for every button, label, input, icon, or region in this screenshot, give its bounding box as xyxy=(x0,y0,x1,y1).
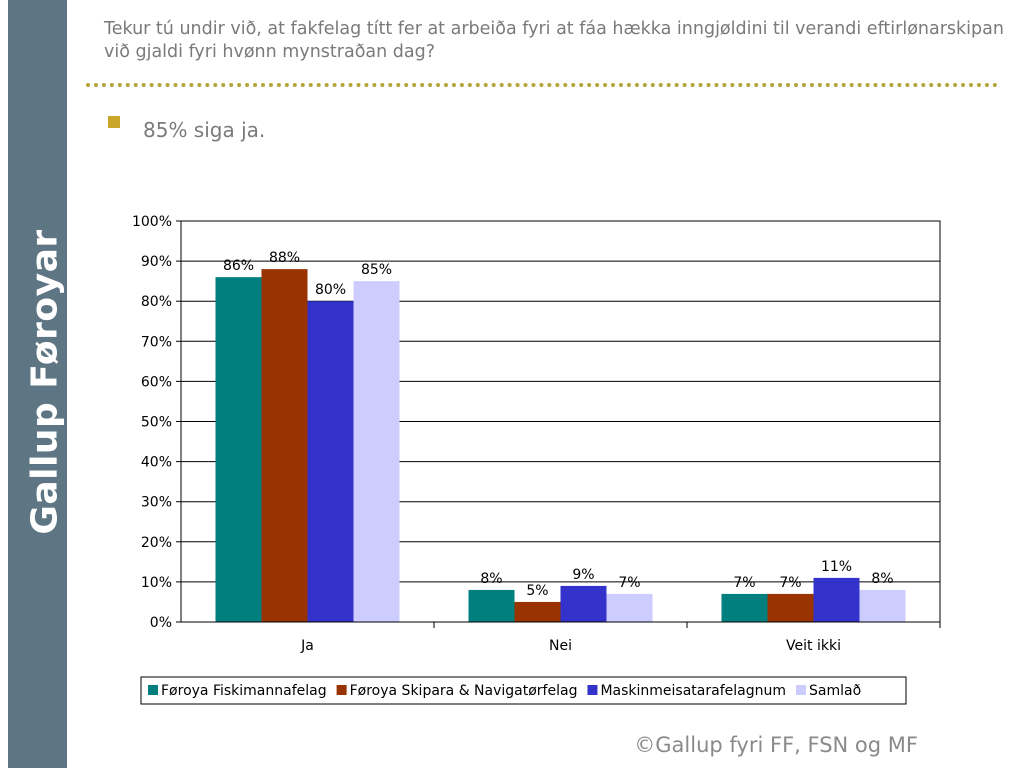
legend-label: Samlað xyxy=(809,683,861,699)
bar xyxy=(859,589,906,622)
y-tick-label: 70% xyxy=(141,334,172,350)
data-label: 8% xyxy=(480,571,502,587)
data-label: 5% xyxy=(526,583,548,599)
dotted-divider xyxy=(86,83,998,87)
bar xyxy=(606,593,653,622)
data-label: 7% xyxy=(733,575,755,591)
bar xyxy=(468,589,515,622)
bar xyxy=(767,593,814,622)
y-tick-label: 90% xyxy=(141,254,172,270)
data-label: 86% xyxy=(223,258,254,274)
legend-swatch xyxy=(336,685,347,695)
legend-swatch xyxy=(587,685,598,695)
question-title: Tekur tú undir við, at fakfelag títt fer… xyxy=(104,19,1004,62)
data-label: 80% xyxy=(315,282,346,298)
data-label: 7% xyxy=(779,575,801,591)
y-tick-label: 40% xyxy=(141,455,172,471)
x-tick-label: Nei xyxy=(549,638,572,654)
x-tick-label: Ja xyxy=(300,638,314,654)
y-tick-label: 50% xyxy=(141,415,172,431)
y-tick-label: 80% xyxy=(141,294,172,310)
y-tick-label: 20% xyxy=(141,535,172,551)
legend-label: Føroya Skipara & Navigatørfelag xyxy=(350,683,578,699)
bullet-text: 85% siga ja. xyxy=(143,118,266,142)
data-label: 8% xyxy=(871,571,893,587)
y-tick-label: 100% xyxy=(132,214,172,230)
bar xyxy=(514,601,561,622)
bar xyxy=(353,281,400,622)
data-label: 9% xyxy=(572,567,594,583)
legend-label: Føroya Fiskimannafelag xyxy=(161,683,327,699)
data-label: 11% xyxy=(821,559,852,575)
bar xyxy=(261,269,308,622)
bar xyxy=(721,593,768,622)
data-label: 7% xyxy=(618,575,640,591)
bar xyxy=(215,277,262,622)
bar xyxy=(813,577,860,622)
bar xyxy=(560,585,607,622)
data-label: 88% xyxy=(269,250,300,266)
y-tick-label: 30% xyxy=(141,495,172,511)
data-label: 85% xyxy=(361,262,392,278)
bar xyxy=(307,301,354,622)
legend-swatch xyxy=(148,685,158,695)
legend-label: Maskinmeisatarafelagnum xyxy=(600,683,786,699)
legend-swatch xyxy=(796,685,806,695)
bullet-square-icon xyxy=(108,116,120,128)
sidebar-band: Gallup Føroyar xyxy=(8,0,67,768)
footer-credit: ©Gallup fyri FF, FSN og MF xyxy=(634,733,918,757)
y-tick-label: 0% xyxy=(150,615,172,631)
y-tick-label: 60% xyxy=(141,374,172,390)
x-tick-label: Veit ikki xyxy=(786,638,841,654)
legend-box xyxy=(140,676,907,705)
y-tick-label: 10% xyxy=(141,575,172,591)
